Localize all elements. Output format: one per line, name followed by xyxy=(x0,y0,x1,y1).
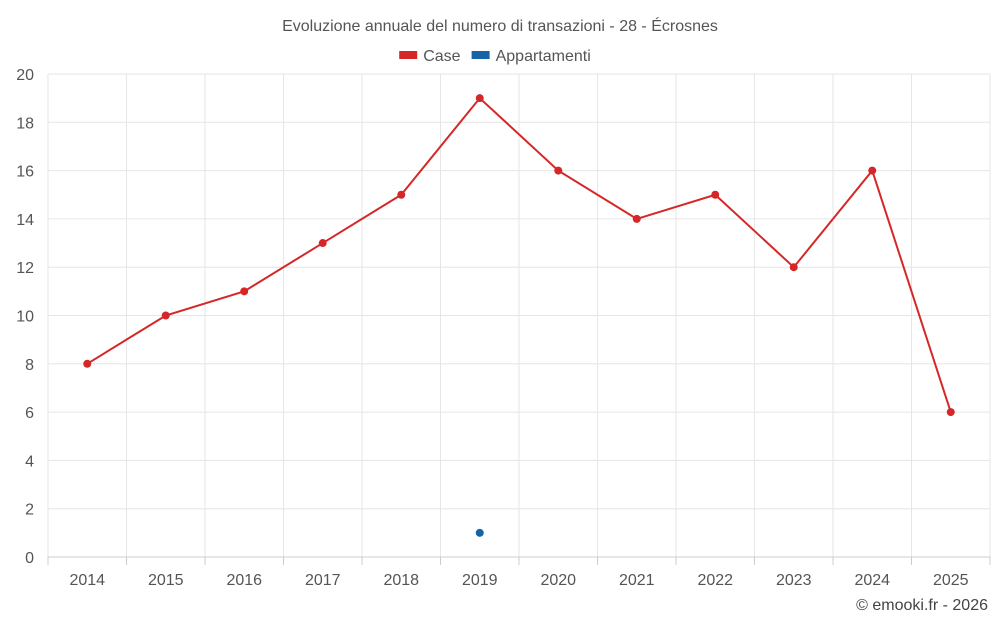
data-point-case[interactable] xyxy=(946,408,955,417)
y-tick-label: 14 xyxy=(16,212,34,229)
x-tick-label: 2023 xyxy=(776,572,812,589)
legend-swatch xyxy=(471,51,490,59)
y-tick-label: 12 xyxy=(16,260,34,277)
data-point-case[interactable] xyxy=(554,166,563,175)
data-point-case[interactable] xyxy=(83,359,92,368)
y-tick-label: 2 xyxy=(25,502,34,519)
credit-text: © emooki.fr - 2026 xyxy=(856,597,988,614)
y-tick-label: 10 xyxy=(16,309,34,326)
data-point-case[interactable] xyxy=(318,239,327,248)
x-tick-label: 2018 xyxy=(383,572,419,589)
x-tick-label: 2020 xyxy=(540,572,576,589)
data-point-case[interactable] xyxy=(632,214,641,223)
data-point-case[interactable] xyxy=(397,190,406,199)
x-tick-label: 2022 xyxy=(697,572,733,589)
y-tick-label: 18 xyxy=(16,115,34,132)
legend-swatch xyxy=(399,51,418,59)
legend: Case Appartamenti xyxy=(399,48,591,65)
x-tick-label: 2016 xyxy=(226,572,262,589)
grid xyxy=(47,73,991,557)
x-axis: 2014 2015 2016 2017 2018 2019 2020 2021 2022 2023… xyxy=(47,556,991,589)
y-tick-label: 8 xyxy=(25,357,34,374)
data-point-case[interactable] xyxy=(475,94,484,103)
x-tick-label: 2015 xyxy=(148,572,184,589)
y-tick-label: 0 xyxy=(25,550,34,567)
legend-label: Case xyxy=(423,48,460,65)
y-axis: 0 2 4 6 8 10 12 14 16 18 20 xyxy=(16,67,34,567)
y-tick-label: 4 xyxy=(25,453,34,470)
data-point-case[interactable] xyxy=(868,166,877,175)
legend-item-case[interactable]: Case xyxy=(399,48,461,65)
data-point-case[interactable] xyxy=(711,190,720,199)
data-point-case[interactable] xyxy=(240,287,249,296)
y-tick-label: 20 xyxy=(16,67,34,84)
data-point-case[interactable] xyxy=(789,263,798,272)
legend-item-appartamenti[interactable]: Appartamenti xyxy=(471,48,591,65)
series-layer xyxy=(83,94,955,537)
x-tick-label: 2024 xyxy=(854,572,890,589)
series-line-case xyxy=(86,96,952,413)
x-tick-label: 2025 xyxy=(933,572,969,589)
y-tick-label: 16 xyxy=(16,164,34,181)
y-tick-label: 6 xyxy=(25,405,34,422)
data-point-case[interactable] xyxy=(161,311,170,320)
legend-label: Appartamenti xyxy=(496,48,591,65)
x-tick-label: 2014 xyxy=(69,572,105,589)
x-tick-label: 2019 xyxy=(462,572,498,589)
chart-title: Evoluzione annuale del numero di transaz… xyxy=(282,16,718,35)
x-tick-label: 2021 xyxy=(619,572,655,589)
x-tick-label: 2017 xyxy=(305,572,341,589)
data-point-appartamenti[interactable] xyxy=(475,528,484,537)
